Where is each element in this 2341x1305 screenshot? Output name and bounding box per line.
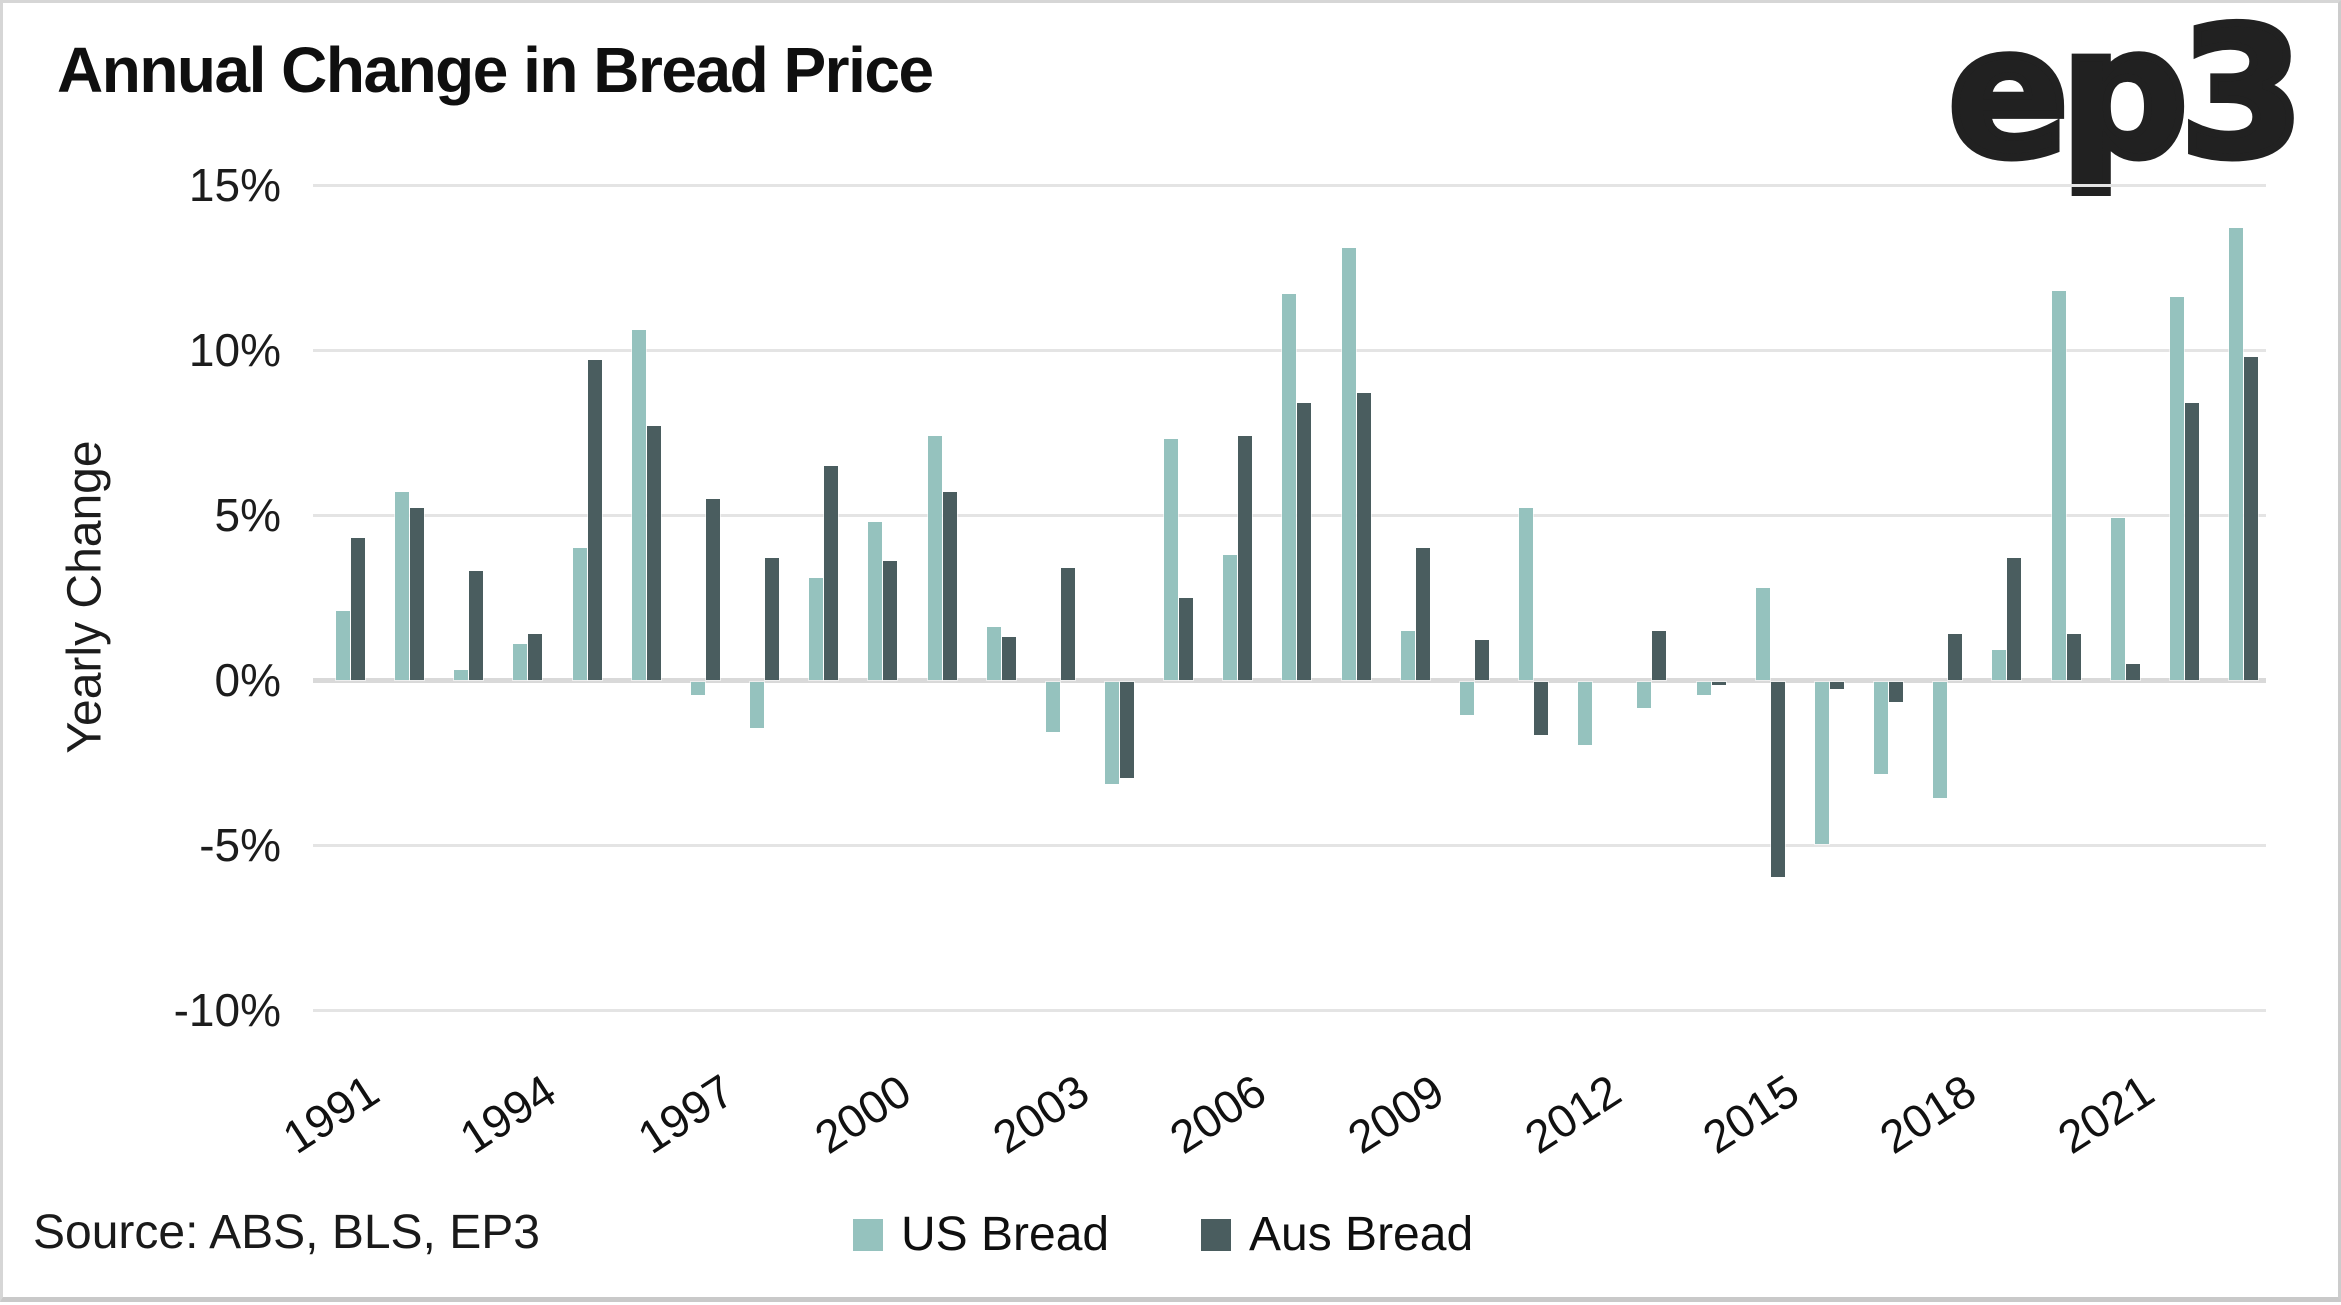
bar-aus-bread-1996 — [645, 424, 662, 681]
bar-aus-bread-1993 — [468, 570, 485, 681]
legend-swatch-us-bread — [853, 1218, 883, 1251]
y-tick-label: 0% — [214, 654, 281, 706]
bar-us-bread-2014 — [1695, 680, 1712, 697]
bar-us-bread-1994 — [512, 642, 529, 681]
bar-us-bread-1999 — [808, 576, 825, 681]
x-tick-label-1991: 1991 — [273, 1064, 388, 1164]
bar-us-bread-1995 — [571, 547, 588, 681]
x-tick-label-2021: 2021 — [2048, 1064, 2163, 1164]
x-tick-label-2015: 2015 — [1693, 1064, 1808, 1164]
bar-aus-bread-2018 — [1947, 632, 1964, 681]
bar-us-bread-1998 — [749, 680, 766, 730]
y-tick-label: -10% — [173, 984, 281, 1036]
bar-aus-bread-1998 — [764, 556, 781, 681]
legend-label: Aus Bread — [1249, 1208, 1474, 1261]
bar-us-bread-2010 — [1458, 681, 1475, 716]
y-tick-label: 15% — [188, 159, 281, 211]
bar-us-bread-2018 — [1932, 681, 1949, 799]
x-tick-label-2003: 2003 — [983, 1064, 1098, 1164]
bar-us-bread-2020 — [2050, 289, 2067, 681]
ep3-logo: ep3 — [1944, 0, 2308, 197]
bar-aus-bread-2021 — [2124, 662, 2141, 681]
bar-us-bread-1991 — [335, 609, 351, 681]
bar-us-bread-2006 — [1222, 553, 1239, 681]
bar-aus-bread-2014 — [1710, 680, 1727, 687]
bar-aus-bread-2022 — [2183, 401, 2200, 681]
bar-us-bread-2008 — [1340, 246, 1357, 681]
bar-us-bread-2023 — [2227, 226, 2244, 681]
x-tick-label-2012: 2012 — [1515, 1064, 1631, 1164]
legend-item-aus-bread: Aus Bread — [1201, 1207, 1473, 1262]
bar-us-bread-2013 — [1636, 680, 1653, 710]
bar-us-bread-2021 — [2109, 517, 2126, 681]
y-tick-label: 5% — [214, 489, 281, 541]
chart-title: Annual Change in Bread Price — [57, 34, 934, 106]
x-tick-label-2009: 2009 — [1338, 1064, 1453, 1164]
bar-us-bread-2016 — [1813, 681, 1830, 845]
bar-us-bread-2009 — [1399, 629, 1416, 681]
gridline--10 — [313, 1009, 2266, 1012]
bar-us-bread-2017 — [1873, 680, 1890, 776]
x-tick-label-1997: 1997 — [628, 1064, 743, 1164]
gridline-15 — [313, 184, 2266, 187]
bar-us-bread-2015 — [1754, 586, 1771, 681]
bar-aus-bread-2001 — [941, 490, 958, 681]
bar-us-bread-2007 — [1281, 292, 1298, 681]
bar-aus-bread-2015 — [1769, 681, 1786, 878]
bar-us-bread-1997 — [689, 680, 706, 697]
bar-aus-bread-1992 — [409, 507, 426, 681]
bar-us-bread-1996 — [630, 329, 647, 681]
source-note: Source: ABS, BLS, EP3 — [33, 1206, 540, 1259]
bar-aus-bread-2020 — [2065, 632, 2082, 681]
chart-legend: US Bread Aus Bread — [3, 1199, 2341, 1269]
gridline-0 — [313, 678, 2266, 683]
bar-aus-bread-2002 — [1000, 636, 1017, 681]
bar-aus-bread-2017 — [1888, 681, 1905, 703]
bar-aus-bread-2005 — [1178, 596, 1195, 681]
legend-label: US Bread — [901, 1208, 1110, 1261]
bar-aus-bread-2003 — [1059, 566, 1076, 681]
bar-aus-bread-2000 — [882, 560, 899, 681]
bar-aus-bread-2006 — [1237, 434, 1254, 681]
gridline--5 — [313, 844, 2266, 847]
bar-us-bread-2002 — [985, 626, 1002, 681]
bar-us-bread-1992 — [394, 490, 411, 681]
bar-aus-bread-2009 — [1414, 547, 1431, 681]
bar-us-bread-2004 — [1104, 680, 1121, 786]
bar-us-bread-2012 — [1577, 681, 1594, 746]
bar-us-bread-2005 — [1163, 438, 1180, 681]
x-tick-label-1994: 1994 — [451, 1064, 566, 1164]
bar-us-bread-2011 — [1518, 507, 1535, 681]
bar-aus-bread-2013 — [1651, 629, 1668, 681]
y-tick-label: 10% — [188, 324, 281, 376]
bar-aus-bread-2010 — [1473, 639, 1490, 681]
bar-aus-bread-1995 — [586, 358, 603, 681]
bar-us-bread-2022 — [2168, 296, 2185, 681]
x-tick-label-2006: 2006 — [1160, 1064, 1276, 1164]
bar-aus-bread-1997 — [704, 497, 721, 681]
bar-aus-bread-2004 — [1119, 681, 1136, 779]
bar-aus-bread-2019 — [2006, 556, 2023, 681]
bar-aus-bread-1991 — [350, 537, 366, 681]
bar-us-bread-1993 — [453, 669, 470, 681]
x-tick-label-2018: 2018 — [1870, 1064, 1985, 1164]
bar-us-bread-2001 — [926, 434, 943, 681]
bar-aus-bread-2011 — [1533, 681, 1550, 736]
bar-aus-bread-1999 — [823, 464, 840, 681]
bar-chart-plot: Yearly Change 15% 10% 5% 0% -5% -10% 1991 1994 1… — [3, 3, 2341, 1305]
legend-item-us-bread: US Bread — [853, 1207, 1109, 1262]
bar-aus-bread-2007 — [1296, 401, 1313, 681]
bar-aus-bread-2016 — [1828, 681, 1845, 690]
y-tick-label: -5% — [199, 819, 281, 871]
bar-us-bread-2019 — [1991, 649, 2008, 681]
x-tick-label-2000: 2000 — [806, 1064, 921, 1164]
bar-aus-bread-2008 — [1355, 391, 1372, 681]
bar-aus-bread-2023 — [2242, 355, 2259, 681]
legend-swatch-aus-bread — [1201, 1218, 1231, 1251]
bar-us-bread-2000 — [867, 520, 884, 681]
bar-aus-bread-1994 — [527, 632, 544, 681]
bar-us-bread-2003 — [1044, 681, 1061, 733]
